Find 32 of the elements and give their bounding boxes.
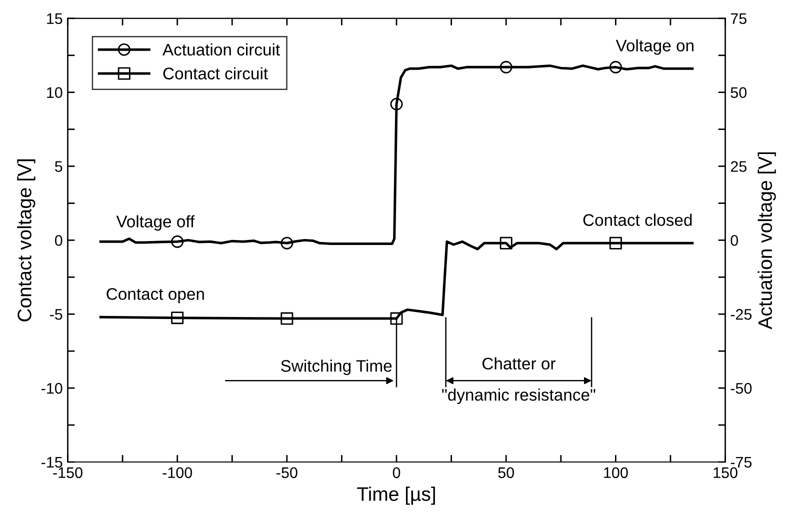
annotation: Chatter or "dynamic resistance": [442, 357, 596, 404]
x-tick-label: 150: [714, 467, 738, 478]
y-tick-label: -10: [41, 382, 62, 394]
legend-label: Contact circuit: [163, 67, 268, 80]
x-tick-label: 50: [498, 467, 514, 478]
y2-tick-label: -75: [730, 457, 752, 468]
annotation: Switching Time: [281, 360, 392, 376]
x-tick-label: -50: [276, 467, 298, 478]
annotation: Voltage on: [616, 39, 694, 55]
y2-tick-label: 0: [730, 235, 738, 246]
y-axis-title: Contact voltage [V]: [17, 159, 36, 322]
y2-axis-title: Actuation voltage [V]: [758, 152, 776, 330]
x-tick-label: -150: [53, 467, 82, 478]
legend-label: Actuation circuit: [162, 43, 280, 56]
y-tick-label: 10: [47, 87, 62, 98]
y2-tick-label: 75: [730, 13, 746, 24]
y2-tick-label: 25: [730, 161, 746, 172]
y2-tick-label: -25: [730, 308, 752, 320]
x-tick-label: -100: [162, 467, 192, 478]
x-tick-label: 0: [392, 467, 400, 478]
y2-tick-label: -50: [730, 382, 752, 394]
annotation: Contact open: [106, 288, 204, 304]
y-tick-label: 5: [55, 161, 62, 172]
y-tick-label: 0: [54, 235, 62, 246]
x-tick-label: 100: [604, 467, 628, 478]
x-axis-title: Time [µs]: [357, 486, 435, 505]
y-tick-label: -15: [41, 457, 62, 468]
y-tick-label: 15: [47, 13, 62, 24]
y2-tick-label: 50: [730, 87, 747, 98]
annotation: Voltage off: [116, 215, 195, 231]
annotation: Contact closed: [583, 214, 692, 226]
y-tick-label: -5: [50, 309, 62, 320]
